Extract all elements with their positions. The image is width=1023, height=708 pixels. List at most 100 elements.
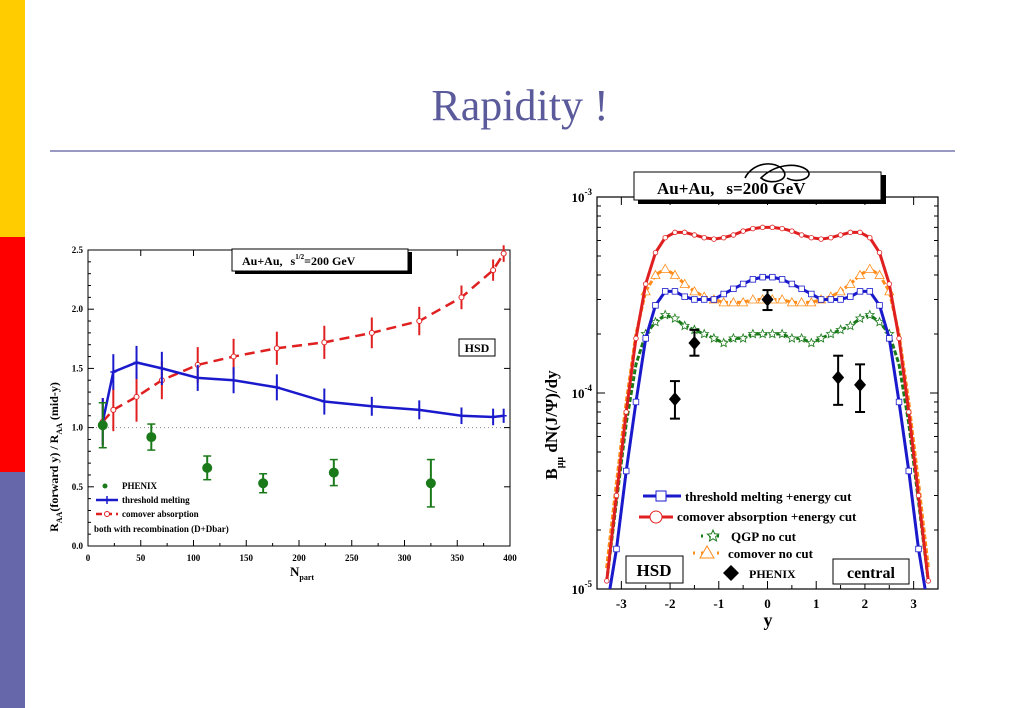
right-x-tick-label: 1 <box>813 596 820 611</box>
right-series-1-point <box>769 224 776 231</box>
right-series-3-point <box>854 269 866 279</box>
right-series-3-point <box>747 294 759 304</box>
left-x-tick-label: 150 <box>240 553 254 563</box>
right-y-tick-label: 10-4 <box>572 383 593 401</box>
right-series-0-point <box>895 398 903 406</box>
right-series-1-point <box>876 249 883 256</box>
legend-r-comover-marker <box>649 510 663 524</box>
right-series-1-point <box>906 409 912 415</box>
left-series-2-point <box>458 294 465 301</box>
svg-text:Au+Au,s=200 GeV: Au+Au, s=200 GeV <box>657 179 806 198</box>
right-series-0-point <box>876 302 883 309</box>
right-series-0-point <box>866 288 873 295</box>
right-series-1-line <box>605 225 930 582</box>
right-series-3-point <box>796 297 807 307</box>
right-series-2-point <box>786 332 798 343</box>
right-series-2-point <box>708 332 720 343</box>
right-series-1-point <box>867 234 873 241</box>
right-series-1-point <box>798 232 805 238</box>
left-series-2-point <box>110 406 117 413</box>
left-x-tick-label: 350 <box>451 553 465 563</box>
right-series-1-point <box>789 228 795 234</box>
right-series-1-point <box>662 234 668 241</box>
right-series-1-point <box>701 234 707 241</box>
svg-text:Npart: Npart <box>290 564 314 582</box>
left-chart: RAA(forward y) / RAA (mid-y) 0 50 100 150 20… <box>47 245 517 582</box>
left-hsd-box: HSD <box>458 338 496 357</box>
right-series-3-point <box>835 286 846 296</box>
right-series-0-line <box>608 275 927 589</box>
right-series-2-point <box>845 320 856 331</box>
right-series-1-point <box>837 232 844 238</box>
right-series-0-point <box>925 605 931 611</box>
legend-comover-label: comover absorption <box>122 509 199 519</box>
left-series-2-point <box>368 329 375 336</box>
right-series-1-point <box>681 229 688 236</box>
right-series-0-point <box>691 296 698 303</box>
right-series-2-point <box>718 337 729 348</box>
right-phenix-point <box>854 377 867 392</box>
right-series-1-point <box>750 225 756 232</box>
right-series-3-point <box>845 278 856 288</box>
right-series-3-point <box>776 294 788 304</box>
right-series-0-point <box>856 288 864 295</box>
left-series-2-point <box>133 393 140 400</box>
left-x-axis-label: Npart <box>290 564 314 582</box>
left-series-2-point <box>416 318 423 325</box>
svg-text:Au+Au,s1/2=200 GeV: Au+Au, s1/2=200 GeV <box>242 253 356 268</box>
right-series-2-point <box>698 328 710 339</box>
right-series-0-point <box>759 273 766 281</box>
right-series-0-point <box>642 335 649 342</box>
right-series-0-point <box>671 288 679 295</box>
right-hsd-box: HSD <box>625 555 684 584</box>
left-x-tick-label: 400 <box>503 553 517 563</box>
left-y-tick-label: 0.0 <box>72 541 84 551</box>
left-series-2-point <box>321 339 328 346</box>
right-series-1-point <box>915 492 922 499</box>
right-series-2-line <box>605 313 930 583</box>
right-series-1-point <box>604 578 610 584</box>
legend-r-qgp-marker <box>706 528 720 542</box>
svg-text:HSD: HSD <box>465 341 490 355</box>
right-series-3-point <box>737 297 749 307</box>
right-series-1-point <box>779 225 785 232</box>
left-series-2-point <box>273 345 280 352</box>
left-series-2-point <box>230 353 237 360</box>
right-series-1-point <box>613 492 620 499</box>
svg-text:central: central <box>847 565 896 582</box>
right-phenix-point <box>668 392 681 407</box>
right-series-1-point <box>896 335 902 342</box>
legend-r-comover-nocut-label: comover no cut <box>728 546 814 561</box>
right-series-3-point <box>874 269 885 279</box>
right-series-0-point <box>905 467 912 475</box>
right-series-0-point <box>827 296 835 303</box>
right-phenix-point <box>832 370 845 385</box>
title-underline <box>50 150 955 152</box>
legend-r-qgp-label: QGP no cut <box>731 529 797 544</box>
right-series-2-point <box>669 312 681 323</box>
right-series-2-point <box>767 328 778 339</box>
right-series-1-point <box>623 409 629 415</box>
left-x-tick-label: 250 <box>345 553 359 563</box>
right-series-3-point <box>786 297 798 307</box>
right-series-0-point <box>749 276 757 283</box>
right-y-axis-label: Bμμ dN(J/Ψ)/dy <box>542 370 566 480</box>
right-series-1-point <box>828 234 834 241</box>
right-series-3-point <box>718 297 729 307</box>
left-phenix-point <box>202 462 213 473</box>
right-series-0-point <box>817 296 825 303</box>
right-series-2-point <box>659 309 671 320</box>
side-bar-red <box>0 237 25 472</box>
legend-r-phenix-label: PHENIX <box>749 567 796 581</box>
right-x-tick-label: -3 <box>616 596 627 611</box>
right-series-0-point <box>778 276 786 283</box>
right-series-2-point <box>679 320 690 331</box>
right-series-3-point <box>679 278 690 288</box>
legend-phenix-marker <box>102 483 108 489</box>
left-annotation-box: Au+Au, s1/2=200 GeV <box>231 248 412 274</box>
right-x-tick-label: 2 <box>862 596 869 611</box>
right-series-0-point <box>604 605 610 611</box>
legend-r-phenix-marker <box>723 565 739 581</box>
svg-text:Bμμ dN(J/Ψ)/dy: Bμμ dN(J/Ψ)/dy <box>542 370 566 480</box>
right-series-3-point <box>669 269 681 279</box>
